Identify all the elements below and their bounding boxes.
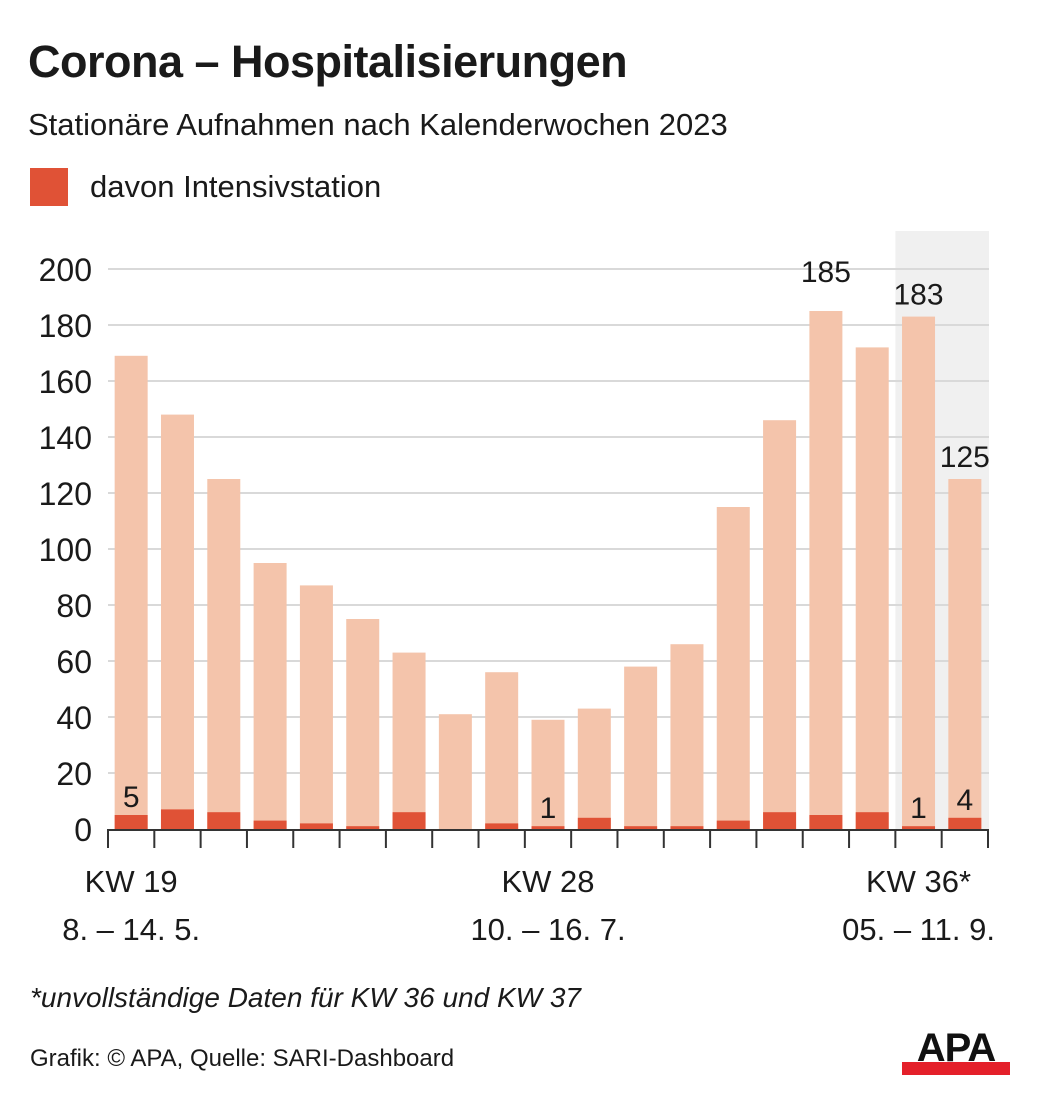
chart-subtitle: Stationäre Aufnahmen nach Kalenderwochen…	[28, 107, 728, 142]
y-tick-label-40: 40	[56, 700, 92, 736]
y-tick-label-140: 140	[39, 420, 92, 456]
apa-logo: APA	[902, 1028, 1010, 1076]
bar-intensive-KW-22	[253, 820, 287, 829]
data-label-intensive-KW-36: 1	[910, 792, 927, 825]
apa-logo-text: APA	[916, 1026, 996, 1070]
bar-total-KW-24	[346, 619, 380, 829]
data-label-total-KW-36: 183	[893, 279, 943, 312]
bar-intensive-KW-37	[948, 817, 982, 829]
data-label-intensive-KW-19: 5	[123, 781, 140, 814]
bar-total-KW-32	[716, 507, 750, 829]
bar-intensive-KW-27	[485, 823, 519, 829]
bar-intensive-KW-32	[716, 820, 750, 829]
bar-intensive-KW-31	[670, 826, 704, 829]
bar-intensive-KW-24	[346, 826, 380, 829]
data-label-intensive-KW-28: 1	[540, 792, 557, 825]
legend: davon Intensivstation	[30, 168, 381, 206]
bar-intensive-KW-20	[160, 809, 194, 829]
bar-intensive-KW-35	[855, 812, 889, 829]
y-tick-label-180: 180	[39, 308, 92, 344]
bar-total-KW-23	[299, 585, 333, 829]
bar-intensive-KW-33	[763, 812, 797, 829]
bar-total-KW-33	[763, 420, 797, 829]
bar-total-KW-36	[902, 316, 936, 830]
bar-total-KW-20	[160, 414, 194, 829]
chart-title: Corona – Hospitalisierungen	[28, 36, 628, 87]
bar-total-KW-35	[855, 347, 889, 829]
bar-intensive-KW-21	[207, 812, 241, 829]
bar-total-KW-34	[809, 311, 843, 829]
bar-total-KW-21	[207, 479, 241, 829]
data-label-intensive-KW-37: 4	[956, 784, 973, 817]
data-label-total-KW-34: 185	[801, 256, 851, 289]
footnote: *unvollständige Daten für KW 36 und KW 3…	[30, 982, 581, 1013]
y-tick-label-60: 60	[56, 644, 92, 680]
legend-swatch-intensive	[30, 168, 68, 206]
bar-intensive-KW-23	[299, 823, 333, 829]
y-tick-label-160: 160	[39, 364, 92, 400]
y-tick-label-200: 200	[39, 252, 92, 288]
bar-total-KW-37	[948, 479, 982, 829]
bar-intensive-KW-30	[624, 826, 658, 829]
bar-intensive-KW-36	[902, 826, 936, 829]
bar-total-KW-22	[253, 563, 287, 829]
bar-total-KW-29	[577, 708, 611, 829]
y-tick-label-100: 100	[39, 532, 92, 568]
data-label-total-KW-37: 125	[940, 441, 990, 474]
bar-total-KW-30	[624, 666, 658, 829]
bar-total-KW-28	[531, 719, 565, 829]
y-tick-label-0: 0	[74, 812, 92, 848]
bar-total-KW-31	[670, 644, 704, 829]
bar-intensive-KW-34	[809, 815, 843, 829]
bar-total-KW-27	[485, 672, 519, 829]
x-label-dates-19: 8. – 14. 5.	[62, 912, 200, 947]
x-label-dates-28: 10. – 16. 7.	[470, 912, 625, 947]
x-axis	[107, 829, 989, 848]
y-axis-tick-labels: 0 20 40 60 80 100 120 140 160 180 200	[39, 252, 92, 848]
x-axis-tick-labels: KW 19 8. – 14. 5. KW 28 10. – 16. 7. KW 36* 0…	[62, 864, 995, 947]
x-label-week-19: KW 19	[85, 864, 178, 899]
x-label-dates-36: 05. – 11. 9.	[842, 912, 995, 947]
bar-intensive-KW-28	[531, 826, 565, 829]
y-tick-label-20: 20	[56, 756, 92, 792]
bar-intensive-KW-29	[577, 817, 611, 829]
bars	[114, 311, 982, 830]
source-credit: Grafik: © APA, Quelle: SARI-Dashboard	[30, 1045, 455, 1072]
x-label-week-36: KW 36*	[866, 864, 971, 899]
bar-intensive-KW-19	[114, 815, 148, 829]
y-tick-label-80: 80	[56, 588, 92, 624]
y-tick-label-120: 120	[39, 476, 92, 512]
bar-total-KW-19	[114, 355, 148, 829]
apa-logo-red-bar	[902, 1062, 1010, 1075]
bar-total-KW-26	[438, 714, 472, 829]
legend-label-intensive: davon Intensivstation	[90, 169, 382, 204]
x-label-week-28: KW 28	[501, 864, 594, 899]
bar-total-KW-25	[392, 652, 426, 829]
bar-intensive-KW-25	[392, 812, 426, 829]
